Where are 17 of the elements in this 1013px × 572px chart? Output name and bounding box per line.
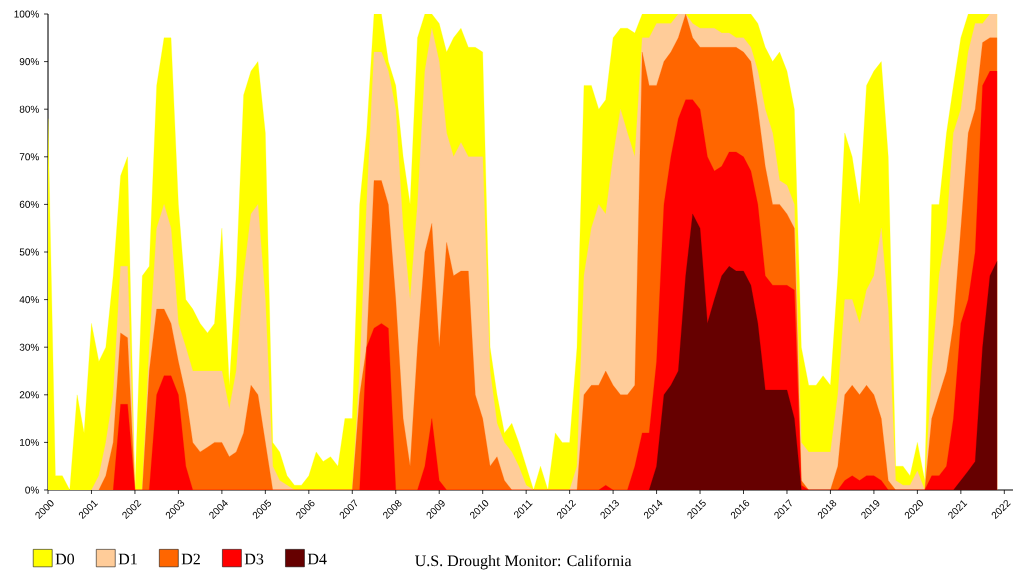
y-tick-label: 30% xyxy=(19,343,39,351)
y-tick-label: 0% xyxy=(25,486,39,494)
legend-label: D0 xyxy=(55,553,75,565)
y-tick-label: 20% xyxy=(19,391,39,399)
y-tick-label: 70% xyxy=(19,153,39,161)
legend-label: D2 xyxy=(181,553,200,565)
legend-label: D3 xyxy=(244,553,264,565)
text: U.S. Drought Monitor: California xyxy=(415,554,632,570)
y-tick-label: 10% xyxy=(20,438,39,446)
y-tick-label: 100% xyxy=(14,10,39,18)
y-tick-label: 60% xyxy=(19,200,39,208)
y-tick-label: 40% xyxy=(19,296,39,304)
y-tick-label: 90% xyxy=(19,58,39,66)
y-tick-label: 50% xyxy=(19,248,39,256)
legend-label: D4 xyxy=(307,553,327,565)
y-tick-label: 80% xyxy=(19,105,39,113)
legend-label: D1 xyxy=(118,553,137,565)
